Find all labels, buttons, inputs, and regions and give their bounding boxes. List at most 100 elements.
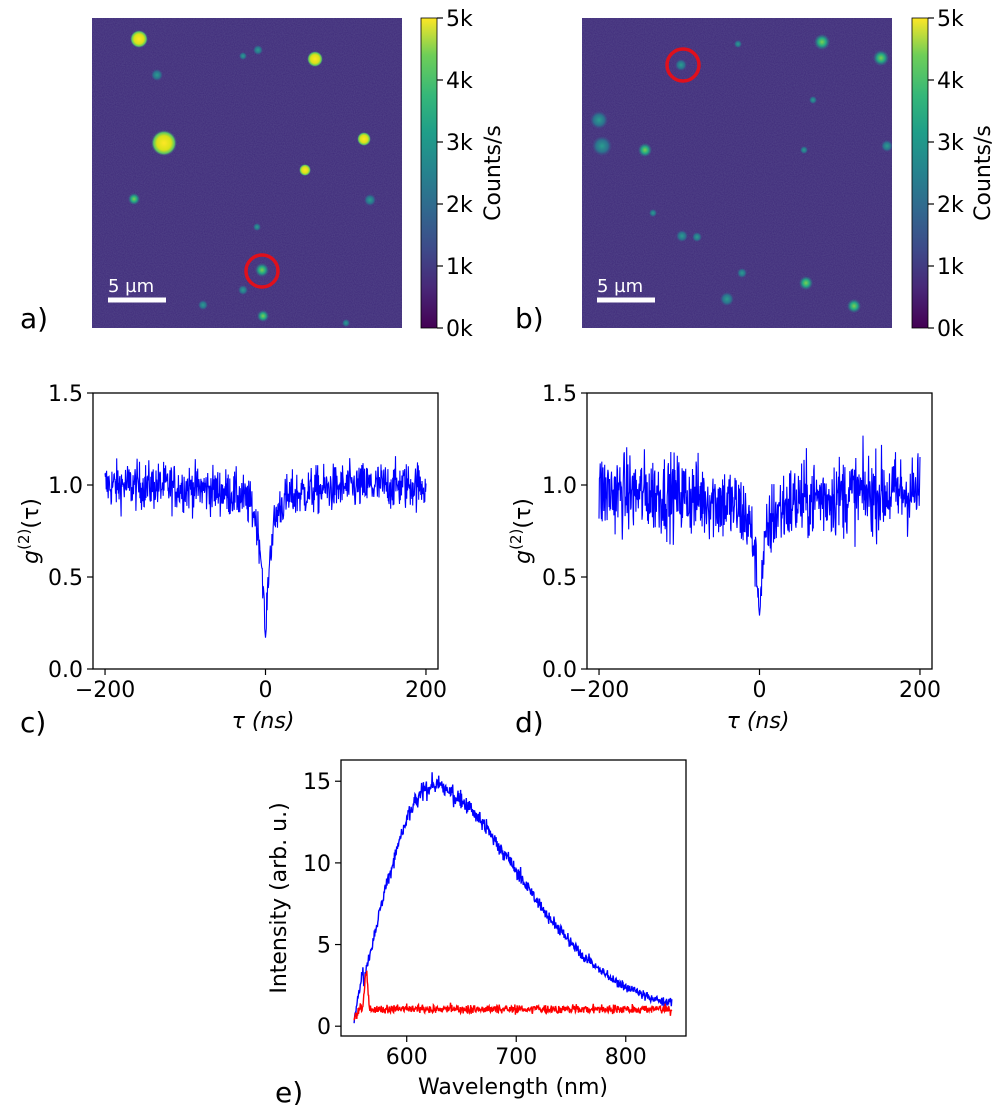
- emitter-spot: [239, 52, 247, 60]
- plot-e-frame: [340, 759, 687, 1037]
- y-tick-label: 0.0: [542, 658, 577, 683]
- emitter-spot: [638, 143, 652, 157]
- y-tick-label: 0.5: [542, 566, 577, 591]
- colorbar-a: 0k 1k 2k 3k 4k 5k Counts/s: [420, 7, 506, 342]
- emitter-spot: [130, 30, 148, 48]
- emitter-marker-b: [665, 47, 701, 83]
- emitter-spot: [592, 136, 612, 156]
- emitter-spot: [253, 45, 263, 55]
- x-tick-label: 700: [495, 1045, 537, 1070]
- colorbar-tick-label: 0k: [446, 317, 473, 342]
- x-tick-label: −200: [75, 678, 135, 703]
- colorbar-tick-label: 3k: [937, 131, 964, 156]
- emitter-spot: [198, 300, 208, 310]
- colorbar-tick-label: 1k: [446, 255, 473, 280]
- x-tick-label: 0: [259, 678, 273, 703]
- emitter-spot: [800, 146, 808, 154]
- emitter-spot: [342, 319, 350, 327]
- colorbar-tick-label: 1k: [937, 255, 964, 280]
- panel-d-label: d): [515, 706, 544, 739]
- emitter-spot: [799, 276, 813, 290]
- y-tick-label: 0.5: [48, 566, 83, 591]
- panel-e-label: e): [275, 1076, 303, 1105]
- emitter-spot: [364, 194, 376, 206]
- panel-c-plot: −200 0 200 0.0 0.5 1.0 1.5 τ (ns) g(2)(τ): [15, 382, 447, 734]
- y-axis-title-e: Intensity (arb. u.): [267, 802, 292, 993]
- colorbar-tick-label: 5k: [937, 7, 964, 32]
- emitter-marker-a: [244, 253, 280, 289]
- colorbar-b-gradient: [911, 17, 929, 329]
- x-axis-title-d: τ (ns): [727, 709, 790, 734]
- y-tick-label: 0: [317, 1015, 331, 1040]
- emitter-spot: [720, 292, 734, 306]
- panel-d-plot: −200 0 200 0.0 0.5 1.0 1.5 τ (ns) g(2)(τ): [507, 382, 941, 734]
- x-axis-title-c: τ (ns): [232, 709, 295, 734]
- emitter-spot: [737, 268, 747, 278]
- spectrum-red: [353, 970, 673, 1021]
- colorbar-tick-label: 2k: [446, 193, 473, 218]
- panel-a-map: 5 µm: [92, 18, 402, 328]
- x-tick-label: 0: [753, 678, 767, 703]
- spectrum-blue: [353, 772, 673, 1024]
- y-tick-label: 1.5: [48, 382, 83, 407]
- emitter-spot: [734, 40, 742, 48]
- plot-d-frame: [586, 392, 933, 670]
- emitter-spot: [255, 263, 269, 277]
- y-tick-label: 5: [317, 934, 331, 959]
- colorbar-tick-label: 4k: [937, 69, 964, 94]
- emitter-spot: [692, 232, 702, 242]
- emitter-spot: [128, 193, 140, 205]
- colorbar-tick-label: 4k: [446, 69, 473, 94]
- y-tick-label: 1.5: [542, 382, 577, 407]
- y-tick-label: 0.0: [48, 658, 83, 683]
- panel-b-map: 5 µm: [582, 18, 892, 328]
- x-tick-label: 800: [605, 1045, 647, 1070]
- emitter-spot: [299, 164, 311, 176]
- scale-bar-b-label: 5 µm: [597, 276, 643, 297]
- emitter-spot: [847, 299, 861, 313]
- colorbar-b: 0k 1k 2k 3k 4k 5k Counts/s: [911, 7, 996, 342]
- emitter-spot: [881, 140, 892, 152]
- emitter-spot: [253, 223, 261, 231]
- y-tick-label: 15: [303, 770, 331, 795]
- emitter-spot: [676, 230, 688, 242]
- colorbar-a-gradient: [420, 17, 438, 329]
- colorbar-tick-label: 2k: [937, 193, 964, 218]
- colorbar-a-label: Counts/s: [481, 125, 506, 221]
- emitter-spot: [151, 130, 177, 156]
- emitter-spot: [307, 51, 323, 67]
- x-tick-label: 200: [405, 678, 447, 703]
- x-axis-title-e: Wavelength (nm): [418, 1075, 608, 1100]
- emitter-spot: [238, 285, 248, 295]
- emitter-spot: [151, 69, 163, 81]
- y-axis-title-c: g(2)(τ): [15, 498, 44, 564]
- y-tick-label: 1.0: [542, 474, 577, 499]
- panel-a-label: a): [20, 302, 48, 335]
- panel-b-label: b): [515, 302, 544, 335]
- plot-c-frame: [92, 392, 439, 670]
- emitter-spot: [649, 209, 657, 217]
- x-tick-label: −200: [569, 678, 629, 703]
- emitter-spot: [814, 34, 830, 50]
- emitter-spot: [675, 59, 687, 71]
- panel-c-label: c): [20, 706, 46, 739]
- panel-e-plot: 600 700 800 0 5 10 15 Wavelength (nm) Intensit…: [267, 759, 687, 1100]
- colorbar-tick-label: 5k: [446, 7, 473, 32]
- colorbar-tick-label: 3k: [446, 131, 473, 156]
- emitter-spot: [590, 111, 608, 129]
- emitter-spot: [257, 310, 269, 322]
- scale-bar-a-label: 5 µm: [108, 276, 154, 297]
- colorbar-b-label: Counts/s: [971, 125, 996, 221]
- emitter-spot: [809, 96, 817, 104]
- x-tick-label: 200: [899, 678, 941, 703]
- x-tick-label: 600: [386, 1045, 428, 1070]
- g2-trace-d: [598, 435, 921, 616]
- colorbar-tick-label: 0k: [937, 317, 964, 342]
- emitter-spot: [357, 132, 371, 146]
- y-axis-title-d: g(2)(τ): [507, 498, 536, 564]
- y-tick-label: 10: [303, 852, 331, 877]
- y-tick-label: 1.0: [48, 474, 83, 499]
- emitter-spot: [873, 50, 889, 66]
- g2-trace-c: [104, 456, 427, 638]
